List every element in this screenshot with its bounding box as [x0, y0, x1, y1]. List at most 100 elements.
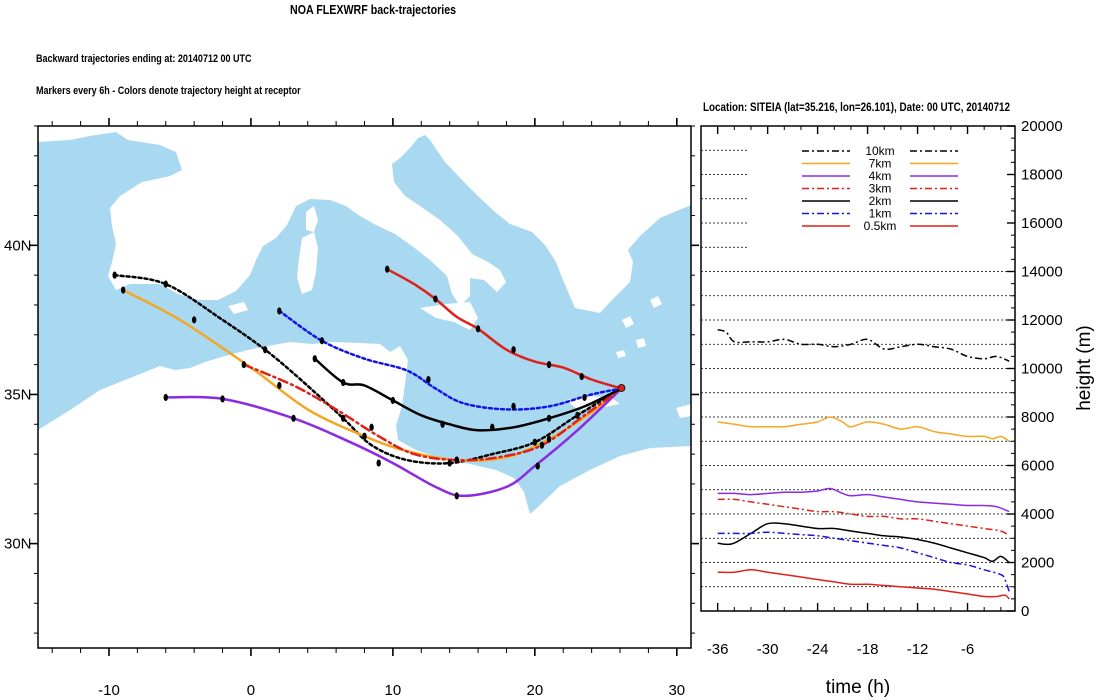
height-series-3km	[717, 498, 1010, 537]
height-series-4km	[717, 487, 1010, 513]
trajectory-marker-3km-3	[539, 441, 545, 449]
height-y-tick-labels: 0 2000 4000 6000 8000 10000 12000 14000 16000 180…	[1021, 118, 1063, 620]
trajectory-marker-4km-2	[291, 414, 296, 422]
height-series-10km	[717, 328, 1010, 362]
trajectory-marker-10km-6	[575, 411, 580, 419]
height-y-tick-label: 4000	[1021, 506, 1054, 523]
trajectory-marker-10km-5	[532, 438, 538, 446]
trajectory-marker-7km-5	[546, 435, 552, 443]
trajectory-marker-0.5km-1	[433, 295, 438, 303]
legend-label-0.5km: 0.5km	[864, 219, 897, 233]
height-series-7km	[717, 416, 1010, 442]
height-x-tick-label: -36	[707, 641, 729, 658]
trajectory-marker-2km-1	[341, 378, 346, 387]
trajectory-marker-10km-4	[447, 459, 452, 467]
height-y-axis-label: height (m)	[1074, 325, 1095, 411]
aegean-islands	[616, 296, 662, 358]
trajectory-marker-1km-0	[277, 307, 282, 315]
trajectory-1km	[278, 309, 623, 411]
height-y-tick-label: 2000	[1021, 555, 1054, 572]
map-x-tick-label: 30	[668, 682, 685, 699]
height-y-tick-label: 8000	[1021, 409, 1054, 426]
subtitle-receptor-time: Backward trajectories ending at: 2014071…	[36, 53, 252, 65]
legend-label-3km: 3km	[869, 182, 892, 196]
trajectory-marker-7km-1	[191, 316, 197, 324]
height-series-0.5km	[717, 569, 1010, 600]
trajectory-0.5km	[385, 267, 623, 390]
legend-label-7km: 7km	[869, 157, 892, 171]
trajectory-marker-0.5km-5	[579, 372, 584, 381]
height-y-tick-label: 16000	[1021, 215, 1063, 232]
height-y-tick-label: 12000	[1021, 312, 1063, 329]
trajectory-marker-1km-2	[426, 375, 431, 384]
map-y-tick-labels: 30N 35N 40N	[4, 237, 32, 552]
map-x-tick-labels: -10 0 10 20 30	[98, 682, 685, 699]
trajectory-marker-1km-4	[582, 393, 587, 402]
map-x-tick-label: -10	[98, 682, 120, 699]
height-y-tick-label: 10000	[1021, 361, 1063, 378]
corsica-island	[306, 206, 318, 232]
height-x-tick-labels: -36 -30 -24 -18 -12 -6	[707, 641, 974, 658]
trajectory-marker-2km-4	[490, 423, 495, 431]
sicily-island	[420, 302, 478, 330]
trajectory-marker-0.5km-2	[475, 325, 481, 333]
trajectory-marker-2km-5	[546, 414, 552, 422]
height-y-tick-label: 6000	[1021, 458, 1054, 475]
trajectory-marker-10km-3	[341, 414, 346, 422]
subtitle-marker-note: Markers every 6h - Colors denote traject…	[36, 85, 301, 97]
trajectory-marker-7km-0	[120, 286, 126, 294]
trajectory-marker-7km-2	[277, 381, 282, 390]
trajectory-3km	[242, 363, 623, 462]
height-series-1km	[717, 531, 1010, 592]
height-x-tick-label: -12	[907, 641, 929, 658]
trajectory-marker-4km-4	[454, 492, 459, 500]
trajectory-marker-4km-1	[220, 395, 225, 403]
map-y-tick-label: 30N	[4, 536, 32, 553]
map-x-tick-label: 10	[385, 682, 402, 699]
height-y-tick-label: 14000	[1021, 264, 1063, 281]
map-x-tick-label: 0	[247, 682, 255, 699]
map-y-tick-label: 35N	[4, 386, 32, 403]
europe-landmass	[38, 126, 691, 313]
trajectory-marker-0.5km-3	[511, 346, 516, 354]
cyprus-island	[676, 404, 691, 418]
trajectory-marker-1km-1	[319, 337, 325, 345]
trajectory-marker-3km-1	[369, 423, 374, 431]
africa-landmass	[38, 342, 691, 648]
page-title: NOA FLEXWRF back-trajectories	[290, 2, 457, 17]
trajectory-marker-10km-1	[163, 280, 168, 288]
trajectory-marker-0.5km-4	[546, 361, 552, 369]
trajectory-marker-3km-2	[454, 456, 459, 464]
height-x-tick-label: -18	[857, 641, 879, 658]
height-x-tick-label: -6	[961, 641, 974, 658]
receptor-marker	[617, 384, 626, 392]
trajectory-marker-4km-3	[376, 459, 381, 467]
height-series-2km	[717, 522, 1010, 564]
height-x-tick-label: -24	[807, 641, 829, 658]
height-y-tick-label: 18000	[1021, 167, 1063, 184]
location-label: Location: SITEIA (lat=35.216, lon=26.101…	[703, 100, 1011, 114]
map-x-tick-label: 20	[527, 682, 544, 699]
trajectory-marker-0.5km-0	[385, 265, 390, 273]
legend-label-2km: 2km	[869, 194, 892, 208]
trajectory-marker-10km-2	[262, 346, 268, 354]
map-y-tick-label: 40N	[4, 237, 32, 254]
height-y-tick-label: 20000	[1021, 118, 1063, 135]
trajectory-marker-4km-0	[163, 393, 168, 402]
trajectory-marker-1km-3	[511, 402, 516, 410]
legend-label-1km: 1km	[869, 207, 892, 221]
height-x-tick-label: -30	[757, 641, 779, 658]
land-masses	[38, 126, 691, 648]
trajectory-marker-2km-2	[390, 396, 396, 405]
sardinia-island	[297, 232, 318, 294]
trajectory-marker-10km-0	[112, 271, 117, 279]
trajectory-4km	[164, 387, 623, 498]
trajectory-2km	[313, 357, 623, 432]
trajectory-marker-2km-3	[440, 420, 445, 428]
trajectory-marker-2km-0	[312, 355, 318, 363]
balearic-islands	[228, 302, 248, 314]
height-x-axis-label: time (h)	[826, 677, 890, 698]
legend-label-4km: 4km	[869, 169, 892, 183]
